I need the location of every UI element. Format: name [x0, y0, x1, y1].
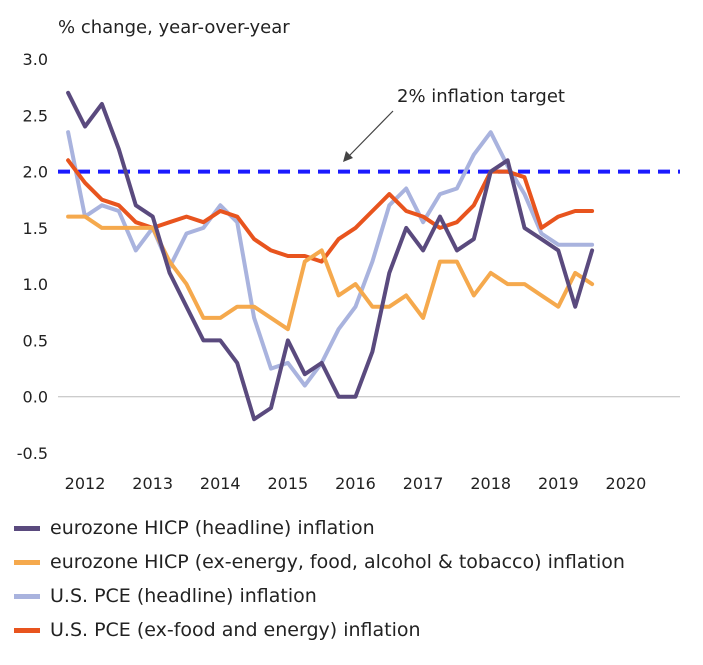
- series-layer: [66, 90, 595, 422]
- x-tick-label: 2016: [335, 474, 376, 493]
- legend-swatch: [14, 627, 40, 633]
- legend-label: U.S. PCE (ex-food and energy) inflation: [50, 619, 421, 641]
- legend-item: eurozone HICP (ex-energy, food, alcohol …: [14, 545, 625, 579]
- x-tick-label: 2013: [132, 474, 173, 493]
- legend: eurozone HICP (headline) inflation eurozo…: [14, 511, 625, 647]
- y-tick-label: 1.5: [23, 219, 48, 238]
- legend-label: eurozone HICP (ex-energy, food, alcohol …: [50, 551, 625, 573]
- x-tick-label: 2020: [606, 474, 647, 493]
- series-line-2: [66, 214, 595, 332]
- legend-label: U.S. PCE (headline) inflation: [50, 585, 317, 607]
- annotation-arrowhead: [343, 151, 353, 162]
- y-tick-label: 3.0: [23, 50, 48, 69]
- x-tick-label: 2012: [65, 474, 106, 493]
- legend-swatch: [14, 593, 40, 599]
- legend-swatch: [14, 525, 40, 531]
- legend-label: eurozone HICP (headline) inflation: [50, 517, 375, 539]
- inflation-target-annotation: 2% inflation target: [397, 86, 565, 107]
- legend-item: eurozone HICP (headline) inflation: [14, 511, 625, 545]
- y-tick-label: 2.0: [23, 163, 48, 182]
- legend-item: U.S. PCE (ex-food and energy) inflation: [14, 613, 625, 647]
- legend-swatch: [14, 559, 40, 565]
- series-line-1: [66, 90, 595, 422]
- annotation-arrow: [348, 110, 394, 157]
- y-axis-ticks: 3.0 2.5 2.0 1.5 1.0 0.5 0.0 -0.5: [17, 50, 48, 463]
- y-tick-label: 0.0: [23, 388, 48, 407]
- x-tick-label: 2014: [200, 474, 241, 493]
- x-tick-label: 2017: [403, 474, 444, 493]
- y-tick-label: 1.0: [23, 275, 48, 294]
- y-axis-label: % change, year-over-year: [58, 17, 290, 38]
- y-tick-label: 0.5: [23, 331, 48, 350]
- x-axis-ticks: 2012 2013 2014 2015 2016 2017 2018 2019 2020: [65, 474, 647, 493]
- y-tick-label: -0.5: [17, 444, 48, 463]
- x-tick-label: 2018: [470, 474, 511, 493]
- legend-item: U.S. PCE (headline) inflation: [14, 579, 625, 613]
- y-tick-label: 2.5: [23, 106, 48, 125]
- x-tick-label: 2015: [268, 474, 309, 493]
- chart: % change, year-over-year 3.0 2.5 2.0 1.5 1.0…: [17, 17, 680, 493]
- x-tick-label: 2019: [538, 474, 579, 493]
